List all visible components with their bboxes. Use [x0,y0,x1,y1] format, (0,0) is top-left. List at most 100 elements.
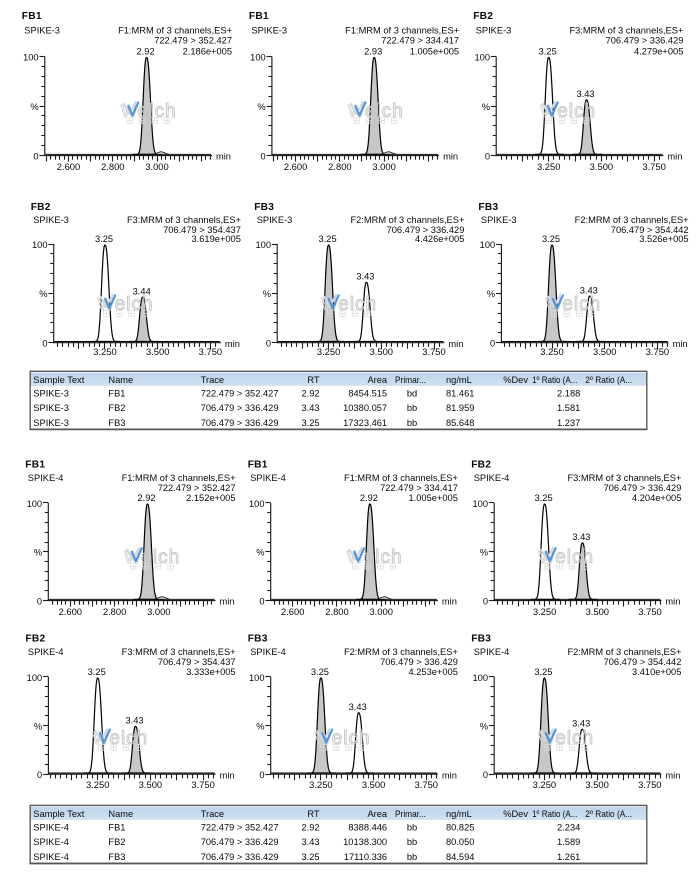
svg-text:1.581: 1.581 [557,403,580,413]
svg-text:FB2: FB2 [31,202,51,213]
svg-text:2.93: 2.93 [364,47,382,57]
svg-text:%: % [256,548,264,558]
svg-text:3.25: 3.25 [539,47,557,57]
svg-text:0: 0 [259,596,264,606]
svg-text:FB2: FB2 [108,837,125,847]
svg-text:722.479 > 352.427: 722.479 > 352.427 [201,823,279,833]
svg-text:min: min [443,152,458,162]
svg-text:3.25: 3.25 [542,234,560,244]
svg-text:F1:MRM of 3 channels,ES+: F1:MRM of 3 channels,ES+ [345,25,459,35]
svg-text:0: 0 [483,596,488,606]
svg-text:17323.461: 17323.461 [343,418,387,428]
svg-text:0: 0 [261,151,266,161]
svg-text:elch: elch [338,294,377,315]
svg-text:2.92: 2.92 [301,389,319,399]
svg-text:1º Ratio (A...: 1º Ratio (A... [532,375,577,385]
svg-text:2.234: 2.234 [557,823,580,833]
svg-text:722.479 > 334.417: 722.479 > 334.417 [380,483,458,493]
svg-text:SPIKE-3: SPIKE-3 [251,25,287,35]
svg-text:3.619e+005: 3.619e+005 [192,234,241,244]
svg-text:Primar...: Primar... [395,375,426,385]
svg-text:F1:MRM of 3 channels,ES+: F1:MRM of 3 channels,ES+ [344,473,458,483]
svg-text:Sample Text: Sample Text [33,809,84,819]
svg-text:elch: elch [364,547,403,568]
svg-text:bb: bb [407,852,417,862]
svg-text:2.188: 2.188 [557,389,580,399]
svg-text:3.43: 3.43 [301,403,319,413]
svg-text:ng/mL: ng/mL [446,375,472,385]
svg-text:3.43: 3.43 [572,719,590,729]
svg-text:2.600: 2.600 [281,606,304,617]
svg-text:706.479 > 354.437: 706.479 > 354.437 [163,225,241,235]
svg-text:3.410e+005: 3.410e+005 [632,667,681,677]
svg-text:2.600: 2.600 [59,606,82,617]
svg-text:min: min [665,770,680,780]
svg-text:2º Ratio (A...: 2º Ratio (A... [585,375,632,385]
svg-text:100: 100 [32,240,48,250]
svg-text:4.279e+005: 4.279e+005 [634,47,683,57]
svg-text:81.959: 81.959 [446,403,474,413]
svg-text:3.43: 3.43 [576,89,594,99]
svg-text:Name: Name [108,809,133,819]
svg-text:FB1: FB1 [108,389,125,399]
svg-text:elch: elch [138,101,177,122]
svg-text:FB1: FB1 [108,823,125,833]
svg-text:1.589: 1.589 [557,837,580,847]
svg-text:3.25: 3.25 [301,418,319,428]
svg-text:2.800: 2.800 [325,606,348,617]
svg-text:min: min [665,597,680,607]
svg-text:2.92: 2.92 [137,493,155,503]
svg-text:bb: bb [407,823,417,833]
svg-text:FB1: FB1 [249,11,269,22]
svg-text:F3:MRM of 3 channels,ES+: F3:MRM of 3 channels,ES+ [122,647,236,657]
svg-text:3.333e+005: 3.333e+005 [186,667,235,677]
svg-text:SPIKE-4: SPIKE-4 [28,647,64,657]
svg-text:SPIKE-4: SPIKE-4 [474,473,510,483]
svg-text:722.479 > 334.417: 722.479 > 334.417 [381,35,459,45]
svg-text:RT: RT [307,809,320,819]
svg-text:%: % [30,102,38,112]
svg-text:706.479 > 336.429: 706.479 > 336.429 [201,837,279,847]
svg-text:Primar...: Primar... [395,809,426,819]
svg-text:min: min [442,597,457,607]
svg-text:4.204e+005: 4.204e+005 [632,493,681,503]
svg-text:0: 0 [37,596,42,606]
svg-text:min: min [448,339,463,349]
svg-text:3.250: 3.250 [86,779,109,790]
svg-text:706.479 > 354.442: 706.479 > 354.442 [604,657,682,667]
svg-text:2.92: 2.92 [360,493,378,503]
svg-text:722.479 > 352.427: 722.479 > 352.427 [158,483,236,493]
svg-text:706.479 > 336.429: 706.479 > 336.429 [606,35,684,45]
svg-text:81.461: 81.461 [446,389,474,399]
svg-text:706.479 > 336.429: 706.479 > 336.429 [201,852,279,862]
svg-text:3.43: 3.43 [349,702,367,712]
svg-text:SPIKE-4: SPIKE-4 [250,473,286,483]
svg-text:%: % [480,722,488,732]
svg-text:3.750: 3.750 [415,779,438,790]
svg-text:3.750: 3.750 [638,606,661,617]
svg-text:2.152e+005: 2.152e+005 [186,493,235,503]
svg-text:100: 100 [249,499,265,509]
svg-text:%: % [487,289,495,299]
svg-text:SPIKE-3: SPIKE-3 [33,403,69,413]
svg-text:3.250: 3.250 [540,346,563,357]
svg-text:bb: bb [407,403,417,413]
svg-text:3.250: 3.250 [537,161,560,172]
svg-text:3.250: 3.250 [93,346,116,357]
svg-text:elch: elch [332,728,371,749]
svg-text:FB3: FB3 [108,418,125,428]
svg-text:FB2: FB2 [471,460,491,471]
svg-text:706.479 > 354.442: 706.479 > 354.442 [611,225,689,235]
svg-text:3.500: 3.500 [586,606,609,617]
svg-text:SPIKE-3: SPIKE-3 [476,25,512,35]
svg-text:10380.057: 10380.057 [343,403,387,413]
svg-text:10138.300: 10138.300 [343,837,387,847]
svg-text:3.750: 3.750 [642,161,665,172]
svg-text:3.25: 3.25 [301,852,319,862]
svg-text:8388.446: 8388.446 [348,823,387,833]
svg-text:3.25: 3.25 [534,667,552,677]
svg-text:1.237: 1.237 [557,418,580,428]
svg-text:3.000: 3.000 [145,161,168,172]
svg-text:100: 100 [27,673,43,683]
svg-text:100: 100 [474,52,490,62]
